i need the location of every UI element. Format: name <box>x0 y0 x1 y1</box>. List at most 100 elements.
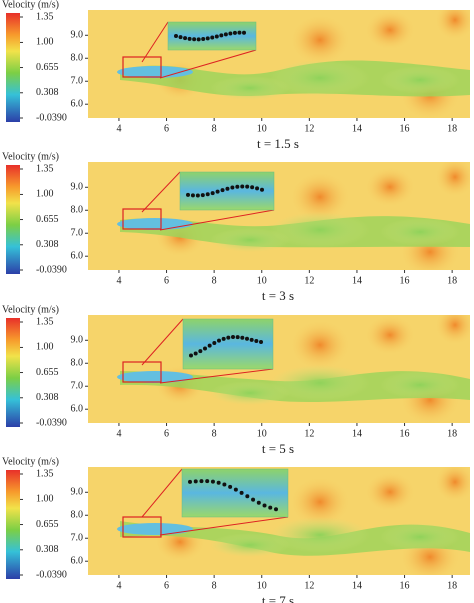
fish-node <box>232 30 237 35</box>
colorbar-tick-label: 0.655 <box>36 519 59 530</box>
caption: t = 1.5 s <box>257 136 299 151</box>
x-tick-label: 8 <box>212 428 217 439</box>
colorbar-tick-label: -0.0390 <box>36 112 67 123</box>
colorbar-tick-label: 1.00 <box>36 342 54 353</box>
fish-node <box>268 505 273 510</box>
hot-spot <box>290 172 350 222</box>
x-tick-label: 12 <box>304 123 314 134</box>
fish-node <box>240 184 245 189</box>
fish-node <box>199 479 204 484</box>
x-tick-label: 12 <box>304 580 314 591</box>
jet <box>117 66 193 78</box>
y-tick-label: 8.0 <box>71 53 84 64</box>
fish-node <box>228 484 233 489</box>
panel: Velocity (m/s)1.35 1.00 0.655 0.308 -0.0390 4… <box>2 304 470 456</box>
colorbar-tick-label: -0.0390 <box>36 569 67 580</box>
y-tick-label: 6.0 <box>71 251 84 262</box>
fish-node <box>198 349 203 354</box>
y-tick-label: 6.0 <box>71 556 84 567</box>
cool-spot <box>380 218 460 246</box>
zoom-line <box>159 368 274 384</box>
zoom-box <box>122 361 162 383</box>
inset <box>182 318 274 370</box>
jet <box>117 371 193 383</box>
hot-spot <box>365 315 415 355</box>
hot-spot <box>290 477 350 527</box>
caption: t = 7 s <box>262 593 294 603</box>
cool-spot <box>380 66 460 94</box>
x-tick-label: 16 <box>400 428 410 439</box>
y-tick-label: 6.0 <box>71 99 84 110</box>
fish-node <box>215 189 220 194</box>
y-tick-label: 9.0 <box>71 30 84 41</box>
fish-node <box>221 336 226 341</box>
fish-node <box>207 343 212 348</box>
fish-node <box>249 337 254 342</box>
fish-node <box>235 335 240 340</box>
fish-node <box>203 346 207 351</box>
colorbar-tick-label: 0.308 <box>36 544 59 555</box>
fish-node <box>240 335 245 340</box>
hot-spot <box>290 15 350 65</box>
colorbar-tick-label: 1.00 <box>36 37 54 48</box>
colorbar-tick-label: -0.0390 <box>36 417 67 428</box>
colorbar-tick-label: 0.308 <box>36 239 59 250</box>
y-tick-label: 9.0 <box>71 487 84 498</box>
x-tick-label: 14 <box>352 275 362 286</box>
fish-node <box>235 184 240 189</box>
fish-node <box>260 187 264 192</box>
fish-node <box>174 34 178 38</box>
panel: Velocity (m/s)1.35 1.00 0.655 0.308 -0.0390 4… <box>2 456 470 603</box>
cool-spot <box>210 381 290 405</box>
x-tick-label: 10 <box>257 123 267 134</box>
cool-spot <box>270 365 370 401</box>
fish-node <box>188 479 192 484</box>
fish-node <box>222 482 227 487</box>
fish-node <box>233 487 238 492</box>
hot-spot <box>365 472 415 512</box>
zoom-line <box>141 171 181 213</box>
inset <box>181 468 289 518</box>
fish-node <box>274 507 278 512</box>
colorbar-tick-label: 0.308 <box>36 87 59 98</box>
colorbar-tick-label: 0.655 <box>36 214 59 225</box>
y-tick-label: 7.0 <box>71 76 84 87</box>
fish-node <box>205 479 210 484</box>
x-tick-label: 4 <box>116 428 121 439</box>
cool-spot <box>210 76 290 100</box>
colorbar-label: Velocity (m/s) <box>2 151 59 162</box>
x-tick-label: 18 <box>447 123 457 134</box>
fish-node <box>237 30 242 35</box>
fish-node <box>195 193 200 198</box>
zoom-line <box>159 209 275 231</box>
hot-spot <box>365 167 415 207</box>
caption: t = 5 s <box>262 441 294 456</box>
fish-node <box>201 37 206 42</box>
fish-node <box>212 340 217 345</box>
y-tick-label: 9.0 <box>71 182 84 193</box>
fish-node <box>210 191 215 196</box>
fish-node <box>196 37 201 42</box>
fish-node <box>223 32 228 37</box>
x-tick-label: 6 <box>164 428 169 439</box>
cool-spot <box>270 517 370 553</box>
colorbar-tick-label: 0.308 <box>36 392 59 403</box>
fish-node <box>205 36 210 41</box>
y-tick-label: 9.0 <box>71 335 84 346</box>
fish-node <box>178 35 183 40</box>
fish-node <box>239 490 244 495</box>
fish-node <box>220 188 225 193</box>
colorbar <box>6 318 20 427</box>
fish-node <box>183 36 188 41</box>
y-tick-label: 8.0 <box>71 358 84 369</box>
colorbar-label: Velocity (m/s) <box>2 304 59 315</box>
panel: Velocity (m/s)1.35 1.00 0.655 0.308 -0.0390 4… <box>2 151 470 303</box>
x-tick-label: 18 <box>447 428 457 439</box>
zoom-box <box>122 56 162 78</box>
x-tick-label: 6 <box>164 275 169 286</box>
cool-spot <box>380 371 460 399</box>
hot-spot <box>435 10 470 40</box>
cool-spot <box>380 523 460 551</box>
caption: t = 3 s <box>262 288 294 303</box>
zoom-box <box>122 208 162 230</box>
